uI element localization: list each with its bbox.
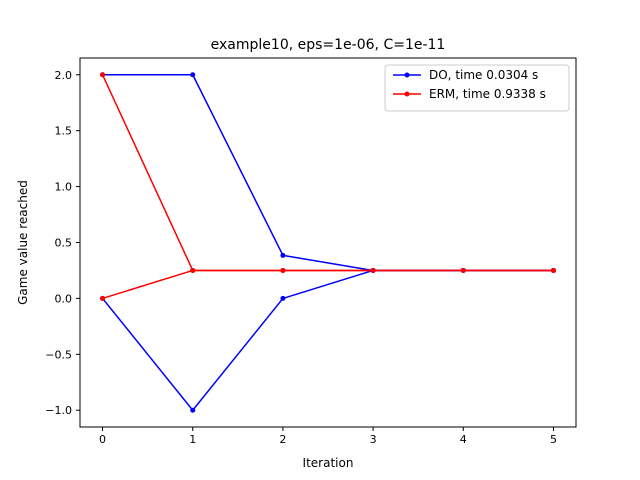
legend-marker — [404, 72, 410, 78]
x-tick-label: 1 — [189, 433, 196, 446]
legend-marker — [404, 91, 410, 97]
data-point — [190, 267, 196, 273]
legend-label: ERM, time 0.9338 s — [429, 87, 546, 101]
data-point — [280, 267, 286, 273]
y-tick-label: −0.5 — [45, 348, 72, 361]
data-point — [100, 295, 106, 301]
legend-box — [384, 64, 570, 112]
series-lower-erm — [100, 267, 556, 301]
data-point — [280, 252, 286, 258]
legend-entry: DO, time 0.0304 s — [393, 68, 538, 82]
chart-title: example10, eps=1e-06, C=1e-11 — [211, 37, 446, 53]
y-axis-label: Game value reached — [16, 180, 30, 305]
data-point — [280, 295, 286, 301]
y-tick-label: 1.0 — [55, 181, 73, 194]
y-axis: −1.0 −0.5 0.0 0.5 1.0 1.5 2.0 — [45, 69, 80, 417]
legend-label: DO, time 0.0304 s — [429, 68, 538, 82]
y-tick-label: −1.0 — [45, 404, 72, 417]
series-line — [102, 269, 554, 300]
y-tick-label: 1.5 — [55, 125, 73, 138]
x-axis-label: Iteration — [303, 456, 354, 470]
x-tick-label: 5 — [550, 433, 557, 446]
y-tick-label: 0.5 — [55, 237, 73, 250]
x-tick-label: 0 — [99, 433, 106, 446]
data-point — [550, 267, 556, 273]
x-tick-label: 4 — [460, 433, 467, 446]
data-point — [190, 72, 196, 78]
x-tick-label: 2 — [279, 433, 286, 446]
data-point — [460, 267, 466, 273]
x-axis: 0 1 2 3 4 5 — [99, 427, 557, 446]
data-point — [100, 72, 106, 78]
legend-entry: ERM, time 0.9338 s — [393, 87, 546, 101]
y-tick-label: 2.0 — [55, 69, 73, 82]
legend: DO, time 0.0304 s ERM, time 0.9338 s — [384, 64, 570, 112]
data-point — [190, 407, 196, 413]
y-tick-label: 0.0 — [55, 292, 73, 305]
x-tick-label: 3 — [370, 433, 377, 446]
data-point — [370, 267, 376, 273]
series-layer — [100, 72, 556, 413]
